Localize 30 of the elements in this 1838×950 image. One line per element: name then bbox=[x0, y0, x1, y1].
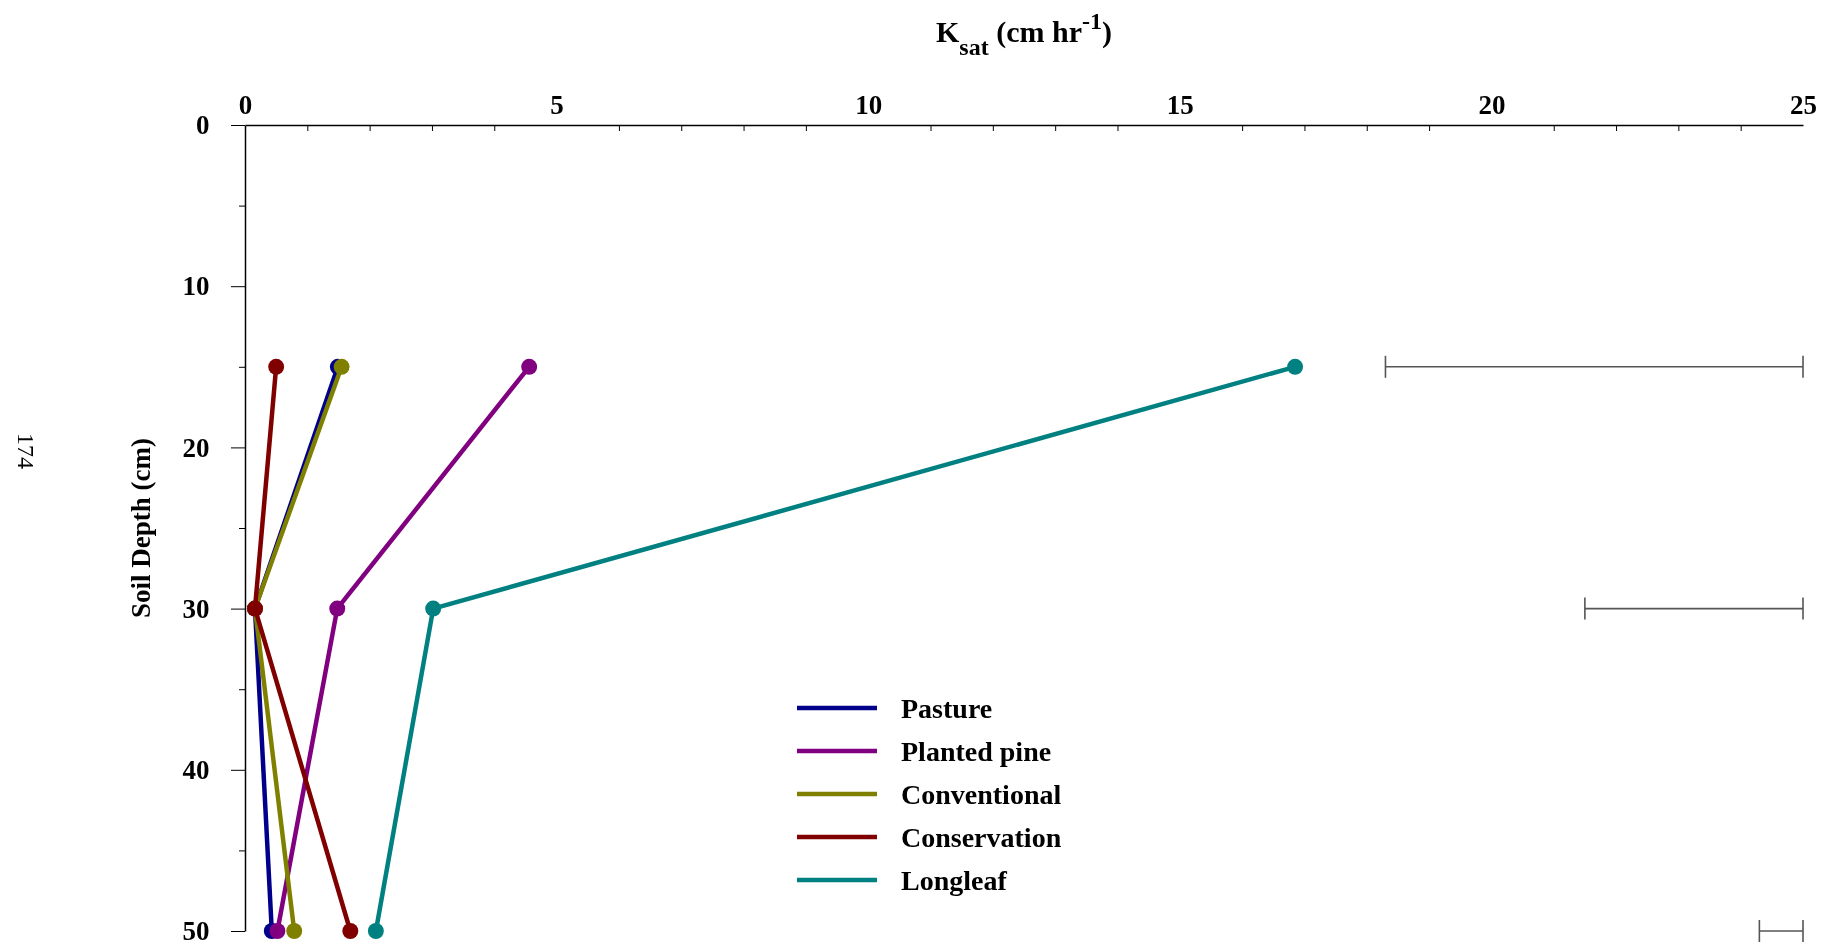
y-tick-label: 30 bbox=[182, 593, 210, 624]
point bbox=[286, 923, 303, 939]
point bbox=[367, 923, 384, 939]
point bbox=[269, 923, 286, 939]
point bbox=[329, 600, 346, 617]
point bbox=[342, 923, 359, 939]
legend-label: Conventional bbox=[901, 778, 1062, 810]
legend-label: Conservation bbox=[901, 821, 1062, 853]
x-tick-label: 20 bbox=[1478, 89, 1506, 120]
x-tick-label: 25 bbox=[1790, 89, 1817, 120]
x-tick-label: 0 bbox=[238, 89, 253, 120]
legend-label: Longleaf bbox=[901, 864, 1008, 896]
point bbox=[333, 358, 350, 375]
y-tick-label: 40 bbox=[182, 754, 210, 785]
y-axis-title: Soil Depth (cm) bbox=[126, 438, 156, 618]
point bbox=[268, 358, 285, 375]
x-tick-label: 10 bbox=[855, 89, 883, 120]
x-axis-title: K$_{sat}$ (cm hr$^{-1}$) bbox=[936, 8, 1112, 60]
point bbox=[521, 358, 538, 375]
point bbox=[425, 600, 442, 617]
x-tick-label: 15 bbox=[1166, 89, 1194, 120]
legend-label: Pasture bbox=[901, 692, 993, 724]
y-tick-label: 20 bbox=[182, 432, 210, 463]
x-tick-label: 5 bbox=[550, 89, 564, 120]
y-tick-label: 10 bbox=[182, 271, 210, 302]
y-tick-label: 50 bbox=[182, 916, 210, 947]
point bbox=[1287, 358, 1304, 375]
legend-label: Planted pine bbox=[901, 735, 1052, 767]
text: 174 bbox=[13, 433, 39, 469]
y-tick-label: 0 bbox=[196, 110, 210, 141]
